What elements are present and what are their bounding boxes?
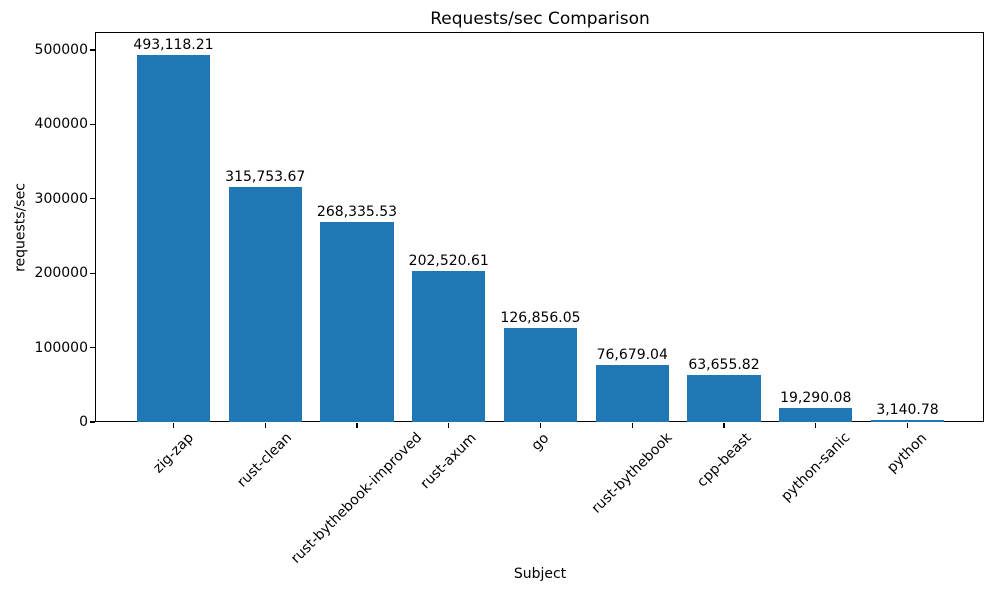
y-tick [90, 272, 95, 274]
y-tick [90, 346, 95, 349]
bar-value-label: 63,655.82 [688, 356, 760, 373]
bar [870, 419, 945, 422]
bar-value-label: 126,856.05 [500, 309, 581, 326]
y-tick-label: 400000 [34, 116, 88, 133]
x-tick [815, 423, 817, 428]
x-tick [906, 423, 909, 428]
x-tick-label: rust-axum [417, 430, 480, 493]
bar [228, 187, 302, 422]
y-tick-label: 200000 [34, 265, 88, 282]
x-tick-label: rust-bythebook-improved [288, 429, 426, 568]
x-tick [448, 423, 450, 428]
x-tick-label: python [884, 429, 931, 476]
bar [412, 271, 486, 422]
y-tick-label: 0 [79, 414, 88, 430]
y-tick [90, 49, 95, 51]
x-tick [356, 423, 358, 428]
y-tick [90, 198, 95, 200]
x-tick [172, 423, 175, 428]
x-tick-label: rust-bythebook [588, 430, 676, 517]
bar-value-label: 315,753.67 [225, 169, 306, 186]
x-tick [264, 423, 266, 428]
x-tick-label: zig-zap [149, 429, 197, 477]
y-tick-label: 300000 [34, 190, 88, 207]
bar-value-label: 19,290.08 [780, 389, 852, 406]
bar [779, 407, 853, 422]
x-axis-label: Subject [513, 566, 567, 582]
y-tick-label: 500000 [34, 42, 88, 58]
bar [136, 55, 211, 422]
bar [503, 327, 578, 422]
bar [595, 364, 669, 422]
bar-value-label: 493,118.21 [133, 37, 214, 54]
x-tick [723, 423, 725, 428]
x-tick-label: go [528, 429, 553, 454]
bar-value-label: 268,335.53 [316, 204, 398, 221]
chart-title: Requests/sec Comparison [430, 9, 650, 29]
x-tick [631, 423, 633, 428]
y-tick [90, 123, 95, 126]
y-tick-label: 100000 [34, 339, 88, 356]
y-tick [90, 421, 95, 423]
y-axis-label: requests/sec [12, 183, 29, 272]
bar-value-label: 3,140.78 [876, 401, 939, 418]
x-tick-label: python-sanic [777, 429, 854, 506]
bar [687, 374, 761, 422]
x-tick-label: rust-clean [234, 429, 296, 491]
bar [320, 222, 394, 422]
bar-value-label: 202,520.61 [408, 253, 489, 270]
x-tick-label: cpp-beast [693, 429, 755, 491]
bar-value-label: 76,679.04 [596, 346, 668, 363]
x-tick [539, 423, 542, 428]
